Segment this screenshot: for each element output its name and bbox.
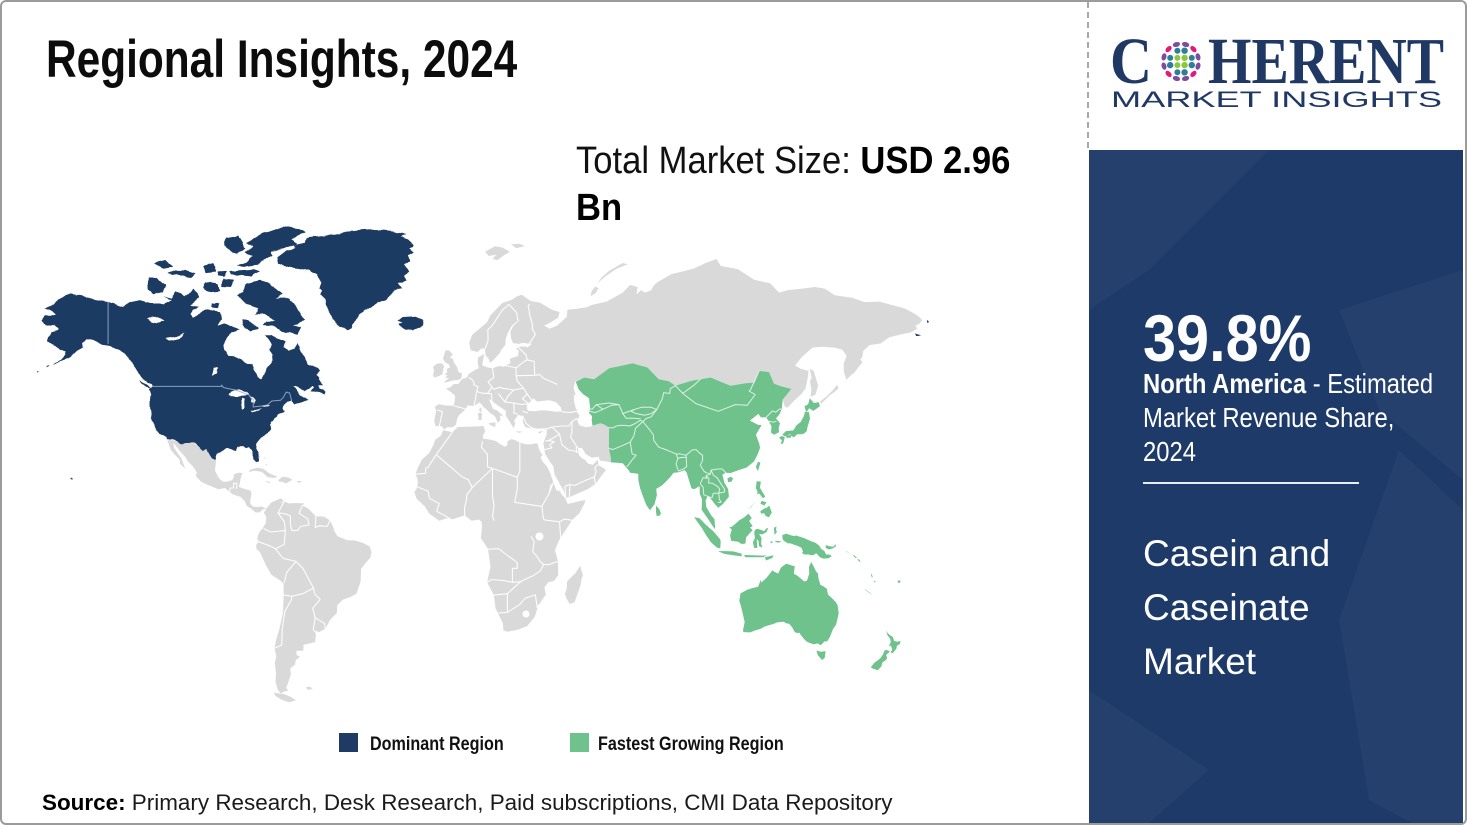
svg-text:HERENT: HERENT <box>1208 25 1444 98</box>
svg-text:MARKET INSIGHTS: MARKET INSIGHTS <box>1111 87 1442 112</box>
svg-text:C: C <box>1110 25 1152 98</box>
